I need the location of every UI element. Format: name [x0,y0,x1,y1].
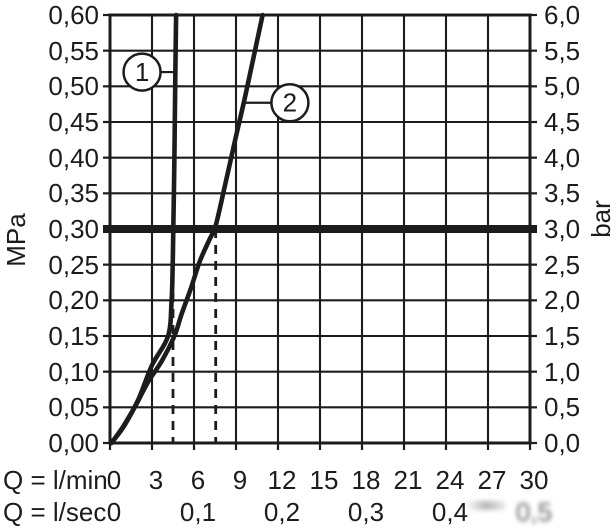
x-axis-secondary-unit-label: Q = l/sec [3,497,107,527]
x-axis-tick-label: 12 [267,465,297,495]
x-axis-tick-label: 3 [148,465,164,495]
x-axis-tick-label: 30 [519,465,549,495]
y-axis-right-tick-label: 2,0 [544,285,581,316]
x-axis-secondary-tick-label: 0,4 [431,497,469,527]
x-axis-secondary-tick-label: 0 [106,497,122,527]
x-axis-unit-label: Q = l/min [3,465,108,495]
smudge-artifact [466,501,506,510]
plot-border [108,13,532,445]
x-axis-secondary-tick-label: 0,5 [515,497,553,527]
y-axis-left-tick-label: 0,20 [48,285,99,316]
y-axis-left-tick-label: 0,25 [48,249,99,280]
x-axis-tick-label: 15 [309,465,339,495]
x-axis-tick-label: 27 [477,465,507,495]
y-axis-left-tick-label: 0,05 [48,392,99,423]
y-axis-right-tick-label: 1,5 [544,321,581,351]
y-axis-left-tick-label: 0,35 [48,178,99,209]
y-axis-left-tick-label: 0,00 [48,428,99,458]
y-axis-right-tick-label: 5,5 [544,35,581,66]
callout-circle [270,82,310,123]
x-axis-tick-label: 21 [393,465,423,495]
y-axis-left-tick-label: 0,10 [48,356,99,387]
x-axis-tick-label: 24 [435,465,465,495]
y-axis-left-tick-label: 0,50 [48,71,99,102]
y-axis-right-tick-label: 4,0 [544,142,581,173]
callout-label-2: 2 [283,88,297,118]
x-axis-secondary-tick-label: 0,1 [179,497,217,527]
x-axis-tick-label: 0 [106,465,122,495]
y-axis-right-tick-label: 3,0 [544,214,581,244]
y-axis-left-tick-label: 0,30 [48,214,99,244]
y-axis-right-tick-label: 0,5 [544,392,581,423]
y-axis-right-unit: bar [586,200,616,238]
y-axis-right-tick-label: 0,0 [544,428,581,458]
y-axis-right-tick-label: 2,5 [544,249,581,280]
y-axis-right-tick-label: 6,0 [544,0,581,30]
x-axis-tick-label: 6 [190,465,206,495]
y-axis-right-tick-label: 4,5 [544,107,581,137]
y-axis-right-tick-label: 1,0 [544,356,581,387]
x-axis-tick-label: 9 [232,465,248,495]
y-axis-left-tick-label: 0,45 [48,107,99,137]
y-axis-left-tick-label: 0,60 [48,0,99,30]
callout-label-1: 1 [135,57,149,87]
y-axis-left-tick-label: 0,15 [48,321,99,351]
y-axis-left-tick-label: 0,40 [48,142,99,173]
x-axis-secondary-tick-label: 0,3 [347,497,385,527]
y-axis-left-unit: MPa [1,213,31,267]
callout-circle [122,52,162,92]
y-axis-right-tick-label: 3,5 [544,178,581,209]
y-axis-right-tick-label: 5,0 [544,71,581,102]
curve-2 [109,12,265,446]
y-axis-left-tick-label: 0,55 [48,35,99,66]
x-axis-secondary-tick-label: 0,2 [263,497,301,527]
x-axis-tick-label: 18 [351,465,381,495]
